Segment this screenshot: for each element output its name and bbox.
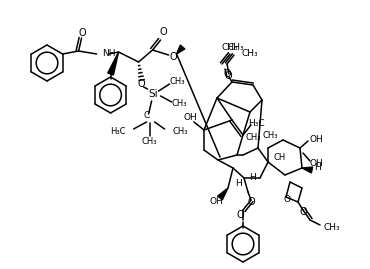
Text: H₃C: H₃C bbox=[248, 119, 265, 128]
Text: C: C bbox=[144, 111, 150, 121]
Text: O: O bbox=[138, 79, 145, 89]
Text: H: H bbox=[236, 179, 242, 187]
Text: CH: CH bbox=[274, 153, 286, 161]
Polygon shape bbox=[108, 52, 119, 75]
Text: OH: OH bbox=[183, 114, 197, 122]
Text: CH₃: CH₃ bbox=[242, 49, 259, 58]
Text: O: O bbox=[299, 207, 307, 217]
Text: NH: NH bbox=[102, 49, 116, 58]
Text: CH₃: CH₃ bbox=[323, 222, 340, 232]
Text: OH: OH bbox=[310, 158, 324, 168]
Text: CH₃: CH₃ bbox=[245, 133, 261, 143]
Text: H: H bbox=[249, 174, 255, 182]
Polygon shape bbox=[218, 188, 228, 200]
Text: CH₃: CH₃ bbox=[172, 128, 188, 136]
Polygon shape bbox=[176, 45, 185, 54]
Text: O: O bbox=[160, 27, 167, 37]
Text: O: O bbox=[247, 197, 255, 207]
Text: O: O bbox=[223, 69, 231, 79]
Text: O: O bbox=[79, 28, 87, 38]
Text: OH: OH bbox=[310, 136, 324, 144]
Text: CH₃: CH₃ bbox=[228, 43, 244, 51]
Text: O: O bbox=[170, 52, 177, 62]
Polygon shape bbox=[302, 167, 313, 173]
Text: CH₃: CH₃ bbox=[222, 43, 238, 51]
Text: OH: OH bbox=[209, 197, 223, 207]
Text: CH₃: CH₃ bbox=[262, 132, 278, 140]
Text: H: H bbox=[314, 164, 321, 172]
Text: H₃C: H₃C bbox=[110, 128, 125, 136]
Text: CH₃: CH₃ bbox=[170, 76, 185, 86]
Text: Si: Si bbox=[149, 89, 158, 99]
Text: O: O bbox=[224, 71, 232, 81]
Text: O: O bbox=[283, 196, 290, 204]
Text: O: O bbox=[236, 210, 244, 220]
Text: CH₃: CH₃ bbox=[172, 98, 187, 108]
Text: CH₃: CH₃ bbox=[142, 137, 157, 147]
